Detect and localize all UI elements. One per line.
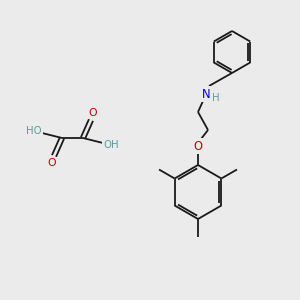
Text: O: O <box>194 140 202 152</box>
Text: N: N <box>202 88 210 100</box>
Text: O: O <box>89 108 97 118</box>
Text: OH: OH <box>103 140 119 150</box>
Text: O: O <box>48 158 56 168</box>
Text: HO: HO <box>26 126 42 136</box>
Text: H: H <box>212 93 220 103</box>
